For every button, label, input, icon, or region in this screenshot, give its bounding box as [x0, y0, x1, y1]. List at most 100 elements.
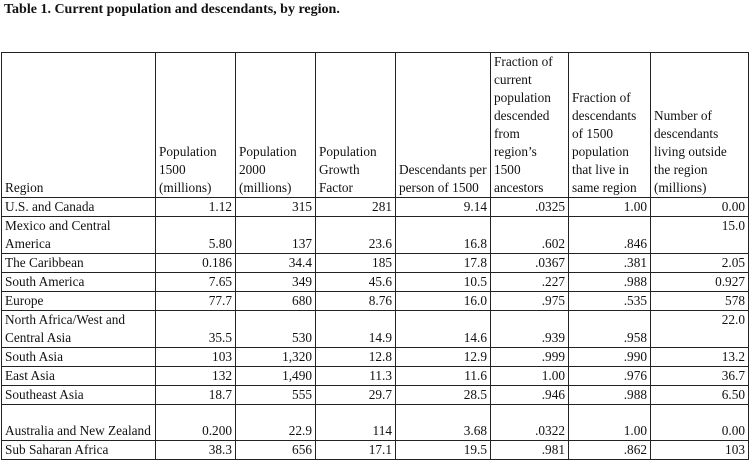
value-cell: .988	[568, 385, 651, 405]
value-cell: 137	[235, 216, 316, 254]
region-cell: Europe	[1, 291, 156, 311]
value-cell: 0.200	[155, 404, 236, 441]
value-cell: 77.7	[155, 291, 236, 311]
value-cell: .0325	[490, 197, 569, 217]
value-cell: 36.7	[650, 366, 749, 386]
value-cell: .981	[490, 440, 569, 460]
value-cell: 1,490	[235, 366, 316, 386]
region-cell: Australia and New Zealand	[1, 404, 156, 441]
value-cell: .602	[490, 216, 569, 254]
value-cell: 22.0	[650, 310, 749, 348]
value-cell: 11.3	[315, 366, 396, 386]
value-cell: 16.0	[395, 291, 491, 311]
value-cell: 7.65	[155, 272, 236, 292]
value-cell: .939	[490, 310, 569, 348]
table-row: Europe 77.7 680 8.76 16.0.975.535 578	[1, 291, 749, 311]
value-cell: 1,320	[235, 347, 316, 367]
value-cell: .0367	[490, 253, 569, 273]
value-cell: 9.14	[395, 197, 491, 217]
value-cell: 103	[650, 440, 749, 460]
table-row: Southeast Asia 18.7 555 29.7 28.5.946.988 6.5…	[1, 385, 749, 405]
value-cell: 578	[650, 291, 749, 311]
value-cell: 1.00	[568, 404, 651, 441]
population-table: Region Population 1500 (millions) Popula…	[1, 52, 749, 460]
value-cell: 281	[315, 197, 396, 217]
value-cell: .862	[568, 440, 651, 460]
value-cell: 2.05	[650, 253, 749, 273]
region-cell: Sub Saharan Africa	[1, 440, 156, 460]
header-fraction-same-region: Fraction of descendants of 1500 populati…	[568, 52, 651, 198]
table-row: Mexico and Central America 5.80 137 23.6 16.…	[1, 216, 749, 254]
value-cell: 12.9	[395, 347, 491, 367]
region-cell: South Asia	[1, 347, 156, 367]
value-cell: 34.4	[235, 253, 316, 273]
value-cell: 0.927	[650, 272, 749, 292]
value-cell: 14.6	[395, 310, 491, 348]
value-cell: .988	[568, 272, 651, 292]
value-cell: 1.12	[155, 197, 236, 217]
header-row: Region Population 1500 (millions) Popula…	[1, 52, 749, 198]
value-cell: 22.9	[235, 404, 316, 441]
header-descendants-outside: Number of descendants living outside the…	[650, 52, 749, 198]
value-cell: 29.7	[315, 385, 396, 405]
region-cell: Southeast Asia	[1, 385, 156, 405]
value-cell: .946	[490, 385, 569, 405]
value-cell: 12.8	[315, 347, 396, 367]
value-cell: .958	[568, 310, 651, 348]
value-cell: 8.76	[315, 291, 396, 311]
value-cell: .381	[568, 253, 651, 273]
value-cell: 1.00	[490, 366, 569, 386]
value-cell: 38.3	[155, 440, 236, 460]
value-cell: 17.1	[315, 440, 396, 460]
value-cell: 23.6	[315, 216, 396, 254]
value-cell: .227	[490, 272, 569, 292]
value-cell: 114	[315, 404, 396, 441]
region-cell: The Caribbean	[1, 253, 156, 273]
value-cell: 6.50	[650, 385, 749, 405]
value-cell: 0.186	[155, 253, 236, 273]
value-cell: .976	[568, 366, 651, 386]
table-row: The Caribbean 0.186 34.4 185 17.8.0367.381 2.…	[1, 253, 749, 273]
value-cell: .999	[490, 347, 569, 367]
header-fraction-descended: Fraction of current population descended…	[490, 52, 569, 198]
value-cell: .975	[490, 291, 569, 311]
value-cell: 16.8	[395, 216, 491, 254]
value-cell: 555	[235, 385, 316, 405]
value-cell: 13.2	[650, 347, 749, 367]
region-cell: North Africa/West and Central Asia	[1, 310, 156, 348]
value-cell: 530	[235, 310, 316, 348]
table-row: North Africa/West and Central Asia 35.5 53…	[1, 310, 749, 348]
region-cell: U.S. and Canada	[1, 197, 156, 217]
value-cell: 35.5	[155, 310, 236, 348]
table-row: Sub Saharan Africa 38.3 656 17.1 19.5.981.86…	[1, 440, 749, 460]
table-row: South Asia 103 1,320 12.8 12.9.999.990 13.2	[1, 347, 749, 367]
value-cell: 17.8	[395, 253, 491, 273]
table-row: East Asia 132 1,490 11.3 11.6 1.00.976 36.7	[1, 366, 749, 386]
table-row: U.S. and Canada 1.12 315 281 9.14.0325 1.00 0.…	[1, 197, 749, 217]
value-cell: 349	[235, 272, 316, 292]
value-cell: 185	[315, 253, 396, 273]
value-cell: 18.7	[155, 385, 236, 405]
value-cell: 315	[235, 197, 316, 217]
table-title: Table 1. Current population and descenda…	[4, 2, 340, 17]
value-cell: 656	[235, 440, 316, 460]
value-cell: 14.9	[315, 310, 396, 348]
region-cell: South America	[1, 272, 156, 292]
header-growth-factor: Population Growth Factor	[315, 52, 396, 198]
value-cell: 28.5	[395, 385, 491, 405]
header-descendants-per-person: Descendants per person of 1500	[395, 52, 491, 198]
value-cell: 10.5	[395, 272, 491, 292]
value-cell: .846	[568, 216, 651, 254]
value-cell: 3.68	[395, 404, 491, 441]
value-cell: .0322	[490, 404, 569, 441]
table-row: Australia and New Zealand 0.200 22.9 114 3.6…	[1, 404, 749, 441]
value-cell: 1.00	[568, 197, 651, 217]
value-cell: 5.80	[155, 216, 236, 254]
value-cell: 11.6	[395, 366, 491, 386]
value-cell: 0.00	[650, 404, 749, 441]
value-cell: 15.0	[650, 216, 749, 254]
header-region: Region	[1, 52, 156, 198]
value-cell: 0.00	[650, 197, 749, 217]
value-cell: .535	[568, 291, 651, 311]
value-cell: 680	[235, 291, 316, 311]
